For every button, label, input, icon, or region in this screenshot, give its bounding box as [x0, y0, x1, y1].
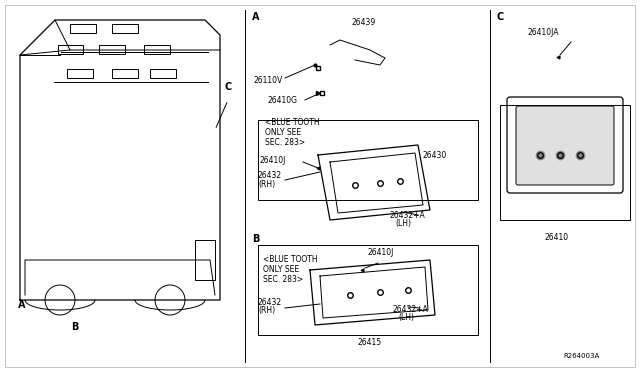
Text: A: A [19, 300, 26, 310]
Text: (LH): (LH) [398, 313, 414, 322]
Text: 26410: 26410 [545, 233, 569, 242]
Text: SEC. 283>: SEC. 283> [263, 275, 303, 284]
Text: 26432+A: 26432+A [393, 305, 429, 314]
Bar [70, 24, 96, 33]
Bar [112, 69, 138, 78]
Bar [500, 105, 630, 220]
FancyBboxPatch shape [516, 106, 614, 185]
Text: A: A [252, 12, 259, 22]
Text: 26439: 26439 [352, 18, 376, 27]
Text: C: C [225, 82, 232, 92]
Text: (RH): (RH) [258, 180, 275, 189]
Text: 26430: 26430 [423, 151, 447, 160]
Text: (LH): (LH) [395, 219, 411, 228]
Bar [112, 24, 138, 33]
Text: 26415: 26415 [358, 338, 382, 347]
Text: 26410J: 26410J [260, 156, 286, 165]
Bar [99, 45, 125, 54]
Text: C: C [497, 12, 504, 22]
Bar [258, 120, 478, 200]
Bar [144, 45, 170, 54]
Text: 26410J: 26410J [368, 248, 394, 257]
Bar [58, 45, 83, 54]
Text: 26110V: 26110V [253, 76, 282, 85]
Text: 26432+A: 26432+A [390, 211, 426, 220]
Text: 26432: 26432 [258, 298, 282, 307]
Text: SEC. 283>: SEC. 283> [265, 138, 305, 147]
Text: <BLUE TOOTH: <BLUE TOOTH [265, 118, 319, 127]
Text: 26410JA: 26410JA [528, 28, 559, 37]
Text: (RH): (RH) [258, 306, 275, 315]
Text: <BLUE TOOTH: <BLUE TOOTH [263, 255, 317, 264]
Text: 26410G: 26410G [268, 96, 298, 105]
Bar [195, 240, 215, 280]
Text: B: B [71, 322, 79, 332]
Text: R264003A: R264003A [564, 353, 600, 359]
Bar [150, 69, 176, 78]
Text: 26432: 26432 [258, 171, 282, 180]
Bar [258, 245, 478, 335]
Bar [67, 69, 93, 78]
Text: B: B [252, 234, 259, 244]
Text: ONLY SEE: ONLY SEE [263, 265, 299, 274]
Text: ONLY SEE: ONLY SEE [265, 128, 301, 137]
